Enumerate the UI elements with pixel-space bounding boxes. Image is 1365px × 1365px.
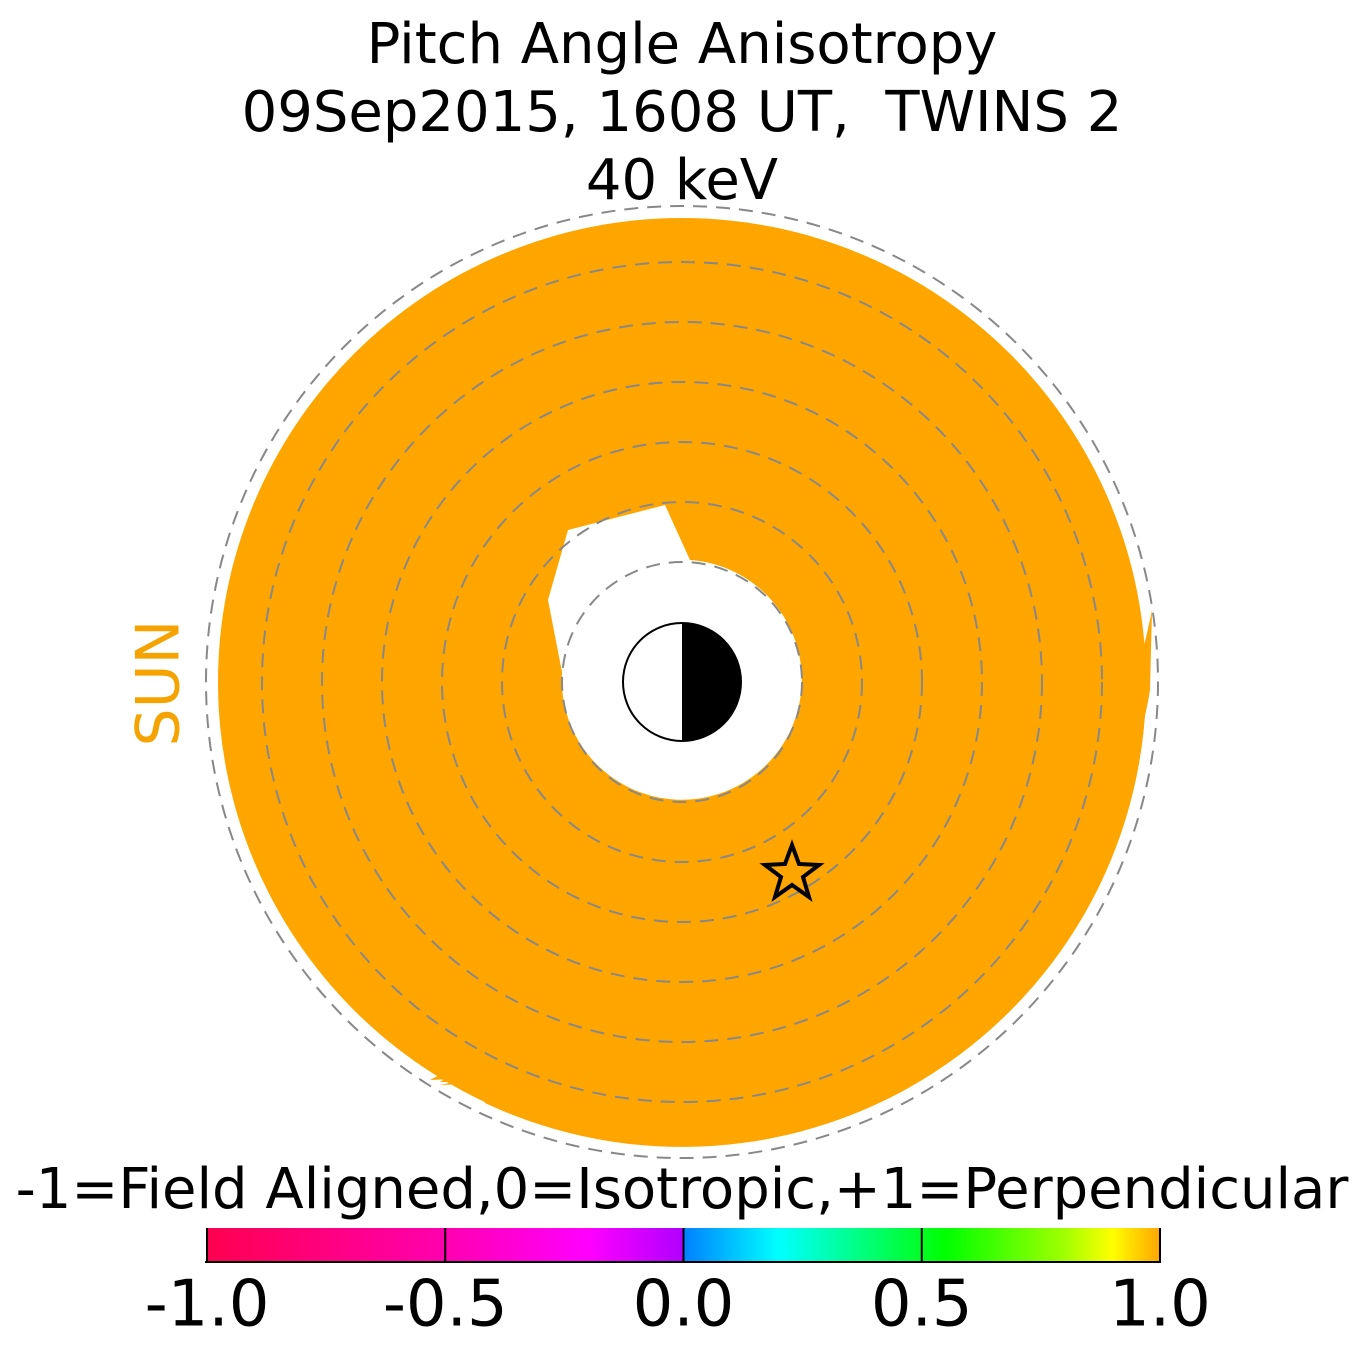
earth-night (682, 623, 741, 741)
chart-title: Pitch Angle Anisotropy (367, 12, 998, 77)
grid-ring (321, 321, 1043, 1043)
region (536, 455, 817, 608)
grid-ring (441, 441, 923, 923)
sun-label: SUN (124, 620, 194, 747)
grid-ring (261, 261, 1103, 1103)
grid-ring (501, 501, 863, 863)
colorbar-tick-label: 1.0 (1109, 1268, 1211, 1342)
colorbar-tick-label: -0.5 (383, 1268, 508, 1342)
colorbar-tick-label: 0.0 (633, 1268, 735, 1342)
grid-ring (381, 381, 983, 983)
colorbar-tick-label: 0.5 (871, 1268, 973, 1342)
chart-subtitle: 09Sep2015, 1608 UT, TWINS 2 (242, 80, 1123, 145)
region (480, 675, 1147, 1147)
colorbar-label: -1=Field Aligned,0=Isotropic,+1=Perpendi… (16, 1157, 1350, 1222)
spacecraft-star (759, 839, 825, 902)
region (440, 610, 1152, 1085)
energy-label: 40 keV (586, 148, 778, 213)
grid-ring (205, 205, 1159, 1159)
earth (622, 622, 742, 742)
grid-ring (561, 561, 803, 803)
colorbar-tick-label: -1.0 (145, 1268, 270, 1342)
